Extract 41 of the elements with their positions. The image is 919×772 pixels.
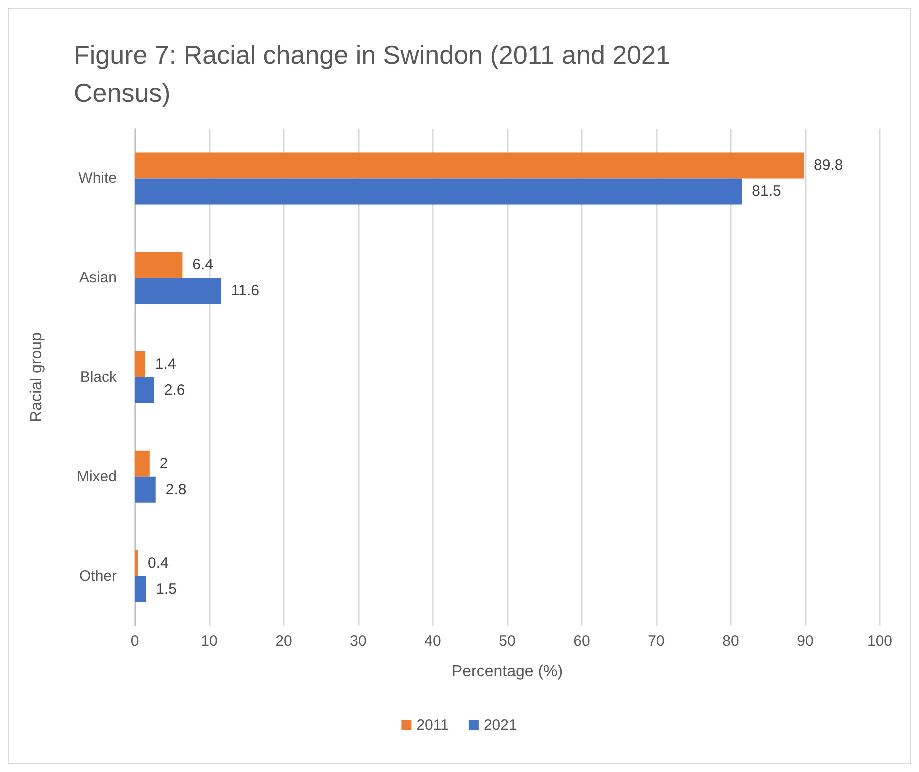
bar <box>135 352 146 378</box>
data-label: 2 <box>160 455 168 472</box>
x-tick-label: 100 <box>867 633 893 650</box>
x-tick-label: 70 <box>648 633 665 650</box>
x-tick-label: 80 <box>722 633 740 650</box>
y-tick-label: White <box>78 170 117 188</box>
x-tick-label: 0 <box>130 633 140 650</box>
legend-label: 2011 <box>416 717 449 734</box>
bar <box>135 278 222 304</box>
data-label: 2.6 <box>164 382 186 399</box>
bar <box>135 450 150 477</box>
x-tick-label: 50 <box>499 633 516 650</box>
bar <box>135 378 154 404</box>
data-label: 89.8 <box>814 157 844 174</box>
y-tick-label: Mixed <box>76 468 117 486</box>
data-label: 1.5 <box>156 580 178 598</box>
data-label: 11.6 <box>231 282 260 300</box>
bar <box>135 152 804 179</box>
data-label: 1.4 <box>155 356 176 373</box>
bar <box>135 476 156 503</box>
x-tick-label: 30 <box>350 633 367 650</box>
bar <box>135 576 146 602</box>
data-label: 6.4 <box>192 256 214 274</box>
x-tick-label: 90 <box>797 633 814 650</box>
x-tick-label: 60 <box>574 633 590 650</box>
bar <box>135 178 742 205</box>
bar <box>135 252 183 278</box>
chart-title: Figure 7: Racial change in Swindon (2011 and 2021 Census) <box>74 40 678 108</box>
y-tick-label: Other <box>79 568 118 585</box>
x-tick-label: 40 <box>424 633 442 650</box>
data-label: 2.8 <box>166 481 187 498</box>
bar <box>135 550 138 576</box>
data-label: 81.5 <box>752 183 782 200</box>
legend-label: 2021 <box>484 717 518 734</box>
y-tick-label: Asian <box>79 270 117 287</box>
y-axis-title: Racial group <box>28 332 46 422</box>
x-axis-title: Percentage (%) <box>452 664 564 680</box>
x-tick-label: 10 <box>201 633 218 650</box>
x-tick-label: 20 <box>276 633 292 650</box>
data-label: 0.4 <box>148 554 169 572</box>
y-tick-label: Black <box>80 369 118 386</box>
